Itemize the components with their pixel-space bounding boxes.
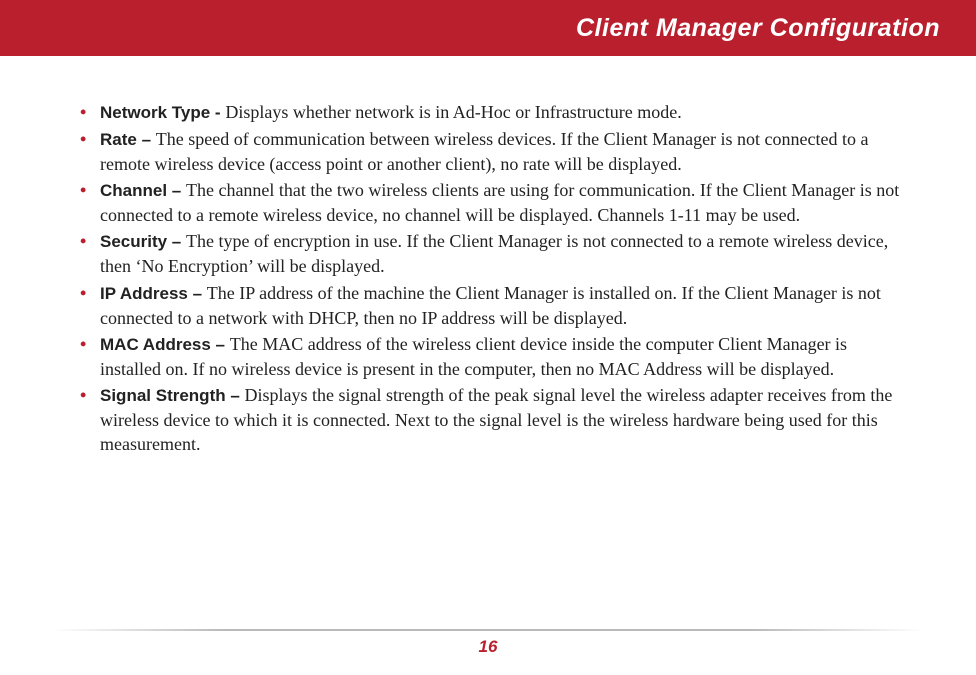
term: MAC Address – xyxy=(100,335,230,354)
term-desc: Displays whether network is in Ad-Hoc or… xyxy=(225,102,681,122)
term: Channel – xyxy=(100,181,186,200)
term: Network Type - xyxy=(100,103,225,122)
term: Signal Strength – xyxy=(100,386,245,405)
chapter-title: Client Manager Configuration xyxy=(576,14,940,43)
list-item: MAC Address – The MAC address of the wir… xyxy=(72,332,904,381)
list-item: Channel – The channel that the two wirel… xyxy=(72,178,904,227)
term: Security – xyxy=(100,232,186,251)
header-band: Client Manager Configuration xyxy=(0,0,976,56)
list-item: Network Type - Displays whether network … xyxy=(72,100,904,125)
content-area: Network Type - Displays whether network … xyxy=(0,56,976,457)
list-item: IP Address – The IP address of the machi… xyxy=(72,281,904,330)
term: Rate – xyxy=(100,130,156,149)
term: IP Address – xyxy=(100,284,207,303)
term-desc: The type of encryption in use. If the Cl… xyxy=(100,231,888,276)
definition-list: Network Type - Displays whether network … xyxy=(72,100,904,457)
term-desc: The speed of communication between wirel… xyxy=(100,129,869,174)
footer-rule xyxy=(52,629,924,631)
page-number: 16 xyxy=(0,637,976,657)
list-item: Signal Strength – Displays the signal st… xyxy=(72,383,904,457)
list-item: Rate – The speed of communication betwee… xyxy=(72,127,904,176)
term-desc: The IP address of the machine the Client… xyxy=(100,283,881,328)
list-item: Security – The type of encryption in use… xyxy=(72,229,904,278)
term-desc: The channel that the two wireless client… xyxy=(100,180,899,225)
